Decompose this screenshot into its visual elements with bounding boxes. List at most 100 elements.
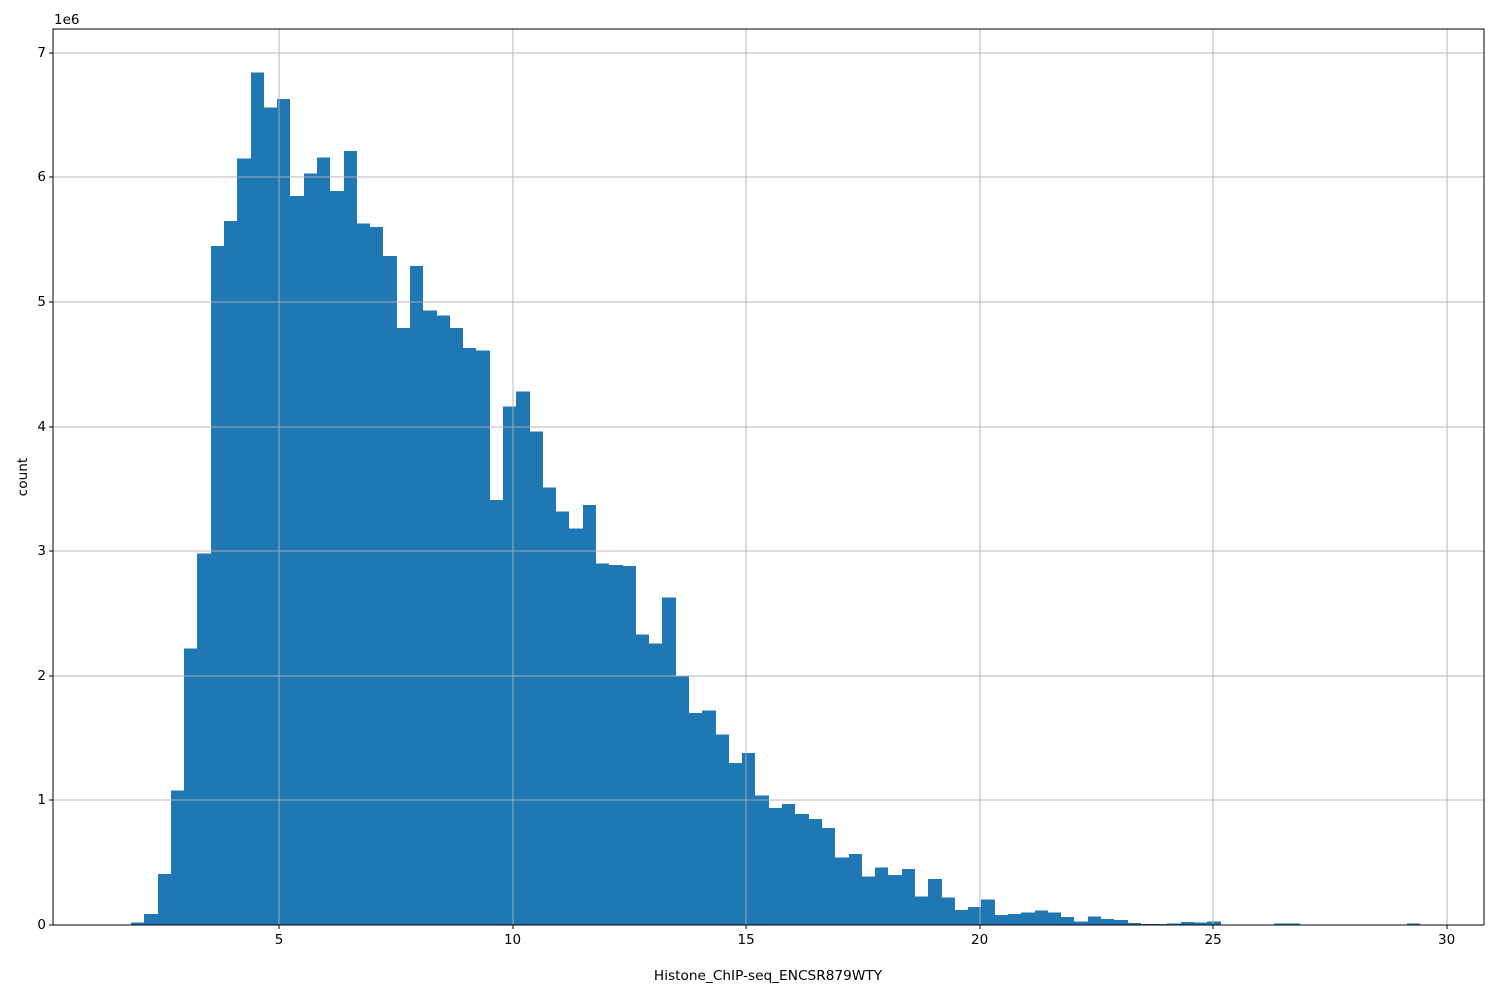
y-axis-label: count: [15, 457, 31, 497]
histogram-bar: [144, 913, 158, 925]
histogram-bar: [915, 896, 928, 925]
histogram-bar: [158, 873, 171, 925]
histogram-bar: [862, 876, 875, 925]
histogram-bar: [1061, 916, 1074, 925]
histogram-bar: [835, 857, 849, 925]
histogram-bar: [1167, 923, 1181, 925]
histogram-bar: [1035, 910, 1048, 925]
histogram-bar: [317, 157, 330, 925]
histogram-bar: [197, 553, 211, 925]
histogram-bar: [1074, 921, 1088, 925]
histogram-bar: [755, 795, 769, 925]
y-tick-label: 0: [37, 917, 46, 933]
histogram-bar: [543, 487, 556, 925]
histogram-bar: [131, 922, 144, 925]
histogram-bar: [304, 173, 317, 925]
histogram-bar: [290, 195, 304, 925]
histogram-bar: [742, 753, 755, 925]
histogram-bar: [1194, 922, 1207, 925]
histogram-bar: [968, 906, 981, 925]
histogram-bar: [782, 804, 795, 925]
histogram-bar: [1114, 920, 1128, 925]
histogram-bar: [1101, 918, 1114, 925]
histogram-bar: [662, 597, 676, 925]
histogram-bar: [476, 350, 490, 926]
histogram-bar: [397, 328, 410, 926]
histogram-bar: [410, 265, 423, 925]
x-tick-label: 15: [737, 932, 755, 948]
histogram-bar: [237, 158, 251, 925]
histogram-bar: [716, 734, 729, 925]
histogram-bar: [1181, 922, 1194, 925]
histogram-bar: [251, 72, 264, 925]
x-tick-label: 10: [503, 932, 522, 948]
histogram-bar: [370, 227, 383, 926]
histogram-bar: [184, 648, 197, 925]
histogram-bar: [463, 348, 476, 925]
histogram-bar: [344, 151, 357, 925]
histogram-bar: [583, 505, 596, 925]
y-tick-label: 7: [37, 44, 46, 61]
histogram-bar: [1128, 922, 1141, 925]
histogram-bar: [822, 827, 835, 925]
histogram-bar: [1407, 923, 1420, 925]
histogram-bar: [981, 899, 995, 925]
histogram-bar: [224, 220, 237, 925]
histogram-bar: [1287, 923, 1300, 925]
histogram-bar: [357, 223, 370, 926]
histogram-bar: [450, 328, 463, 926]
histogram-bar: [636, 634, 649, 925]
x-tick-label: 5: [274, 932, 284, 948]
histogram-bar: [530, 431, 543, 925]
histogram-bar: [795, 814, 809, 925]
histogram-bar: [383, 255, 397, 925]
y-tick-label: 1: [37, 792, 46, 809]
y-tick-label: 3: [37, 543, 46, 560]
y-tick-label: 6: [37, 169, 46, 186]
histogram-bar: [689, 713, 702, 925]
histogram-bar: [1274, 923, 1287, 925]
histogram-bar: [503, 406, 516, 926]
histogram-bar: [1141, 923, 1154, 925]
x-tick-label: 20: [971, 932, 989, 948]
histogram-bar: [809, 819, 822, 925]
histogram-bar: [330, 191, 344, 925]
axes-spines: [52, 28, 1485, 926]
histogram-bar: [928, 878, 942, 925]
histogram-bar: [609, 564, 623, 925]
histogram-bar: [729, 762, 742, 925]
histogram-bar: [1048, 912, 1061, 925]
histogram-bar: [264, 107, 277, 926]
histogram-bar: [995, 915, 1008, 925]
histogram-bar: [569, 528, 583, 925]
histogram-bar: [875, 867, 888, 925]
histogram-bar: [849, 853, 862, 925]
x-axis-label: Histone_ChIP-seq_ENCSR879WTY: [653, 968, 883, 984]
y-tick-label: 4: [37, 418, 46, 435]
x-tick-label: 25: [1204, 932, 1222, 948]
y-tick-label: 5: [37, 293, 46, 310]
histogram-bar: [888, 875, 902, 925]
histogram-bar: [769, 807, 782, 925]
histogram-bar: [942, 897, 955, 925]
histogram-bar: [955, 910, 968, 925]
histogram-bar: [556, 511, 569, 925]
histogram-bar: [211, 245, 224, 926]
histogram-bar: [490, 500, 503, 925]
histogram-bar: [516, 391, 530, 926]
histogram-bar: [902, 868, 915, 925]
histogram-bar: [1008, 913, 1021, 925]
y-tick-label: 2: [37, 667, 46, 684]
histogram-bar: [596, 563, 609, 925]
histogram-bar: [437, 315, 450, 925]
histogram-bar: [649, 643, 662, 925]
x-tick-label: 30: [1438, 932, 1456, 948]
histogram-bar: [702, 710, 716, 925]
histogram-bar: [1088, 916, 1101, 925]
histogram-bar: [1207, 921, 1221, 925]
histogram-bar: [171, 790, 184, 925]
histogram-bar: [277, 98, 290, 925]
y-axis-offset-label: 1e6: [54, 12, 80, 28]
